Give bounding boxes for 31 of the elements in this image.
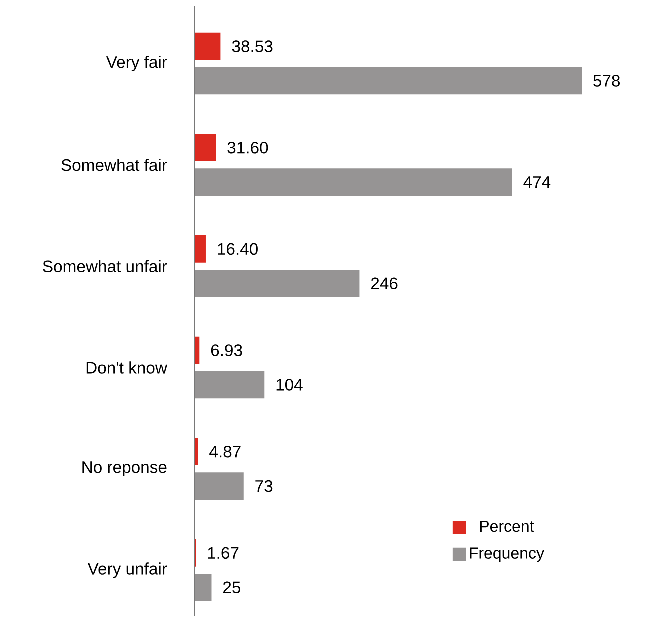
data-label: 104 — [276, 379, 303, 391]
data-label: 38.53 — [232, 40, 273, 52]
bar — [195, 472, 244, 500]
data-label: 1.67 — [208, 547, 239, 560]
data-label: 6.93 — [211, 344, 242, 356]
data-label: 16.40 — [218, 243, 258, 256]
bar — [195, 574, 212, 602]
bar — [195, 270, 360, 298]
bar — [195, 236, 206, 263]
y-tick-label: Very fair — [106, 56, 168, 72]
data-label: 474 — [524, 176, 551, 188]
bar — [195, 32, 221, 60]
data-label: 25 — [224, 582, 241, 594]
y-tick-label: Somewhat fair — [62, 158, 168, 172]
y-tick-label: Somewhat unfair — [43, 260, 168, 273]
data-label: 4.87 — [210, 446, 241, 458]
y-tick-label: Don't know — [86, 362, 168, 374]
data-label: 31.60 — [228, 142, 268, 154]
y-tick-label: Very unfair — [88, 562, 168, 578]
y-tick-label: No reponse — [82, 462, 167, 477]
bar — [195, 371, 265, 399]
bar — [195, 336, 200, 364]
bar — [195, 67, 582, 95]
data-label: 246 — [371, 278, 398, 290]
data-label: 73 — [256, 480, 273, 492]
bar — [195, 134, 216, 162]
legend-label: Frequency — [470, 548, 544, 562]
data-label: 578 — [594, 75, 620, 87]
legend-label: Percent — [480, 520, 534, 532]
bar — [195, 438, 198, 466]
bar — [195, 168, 512, 196]
